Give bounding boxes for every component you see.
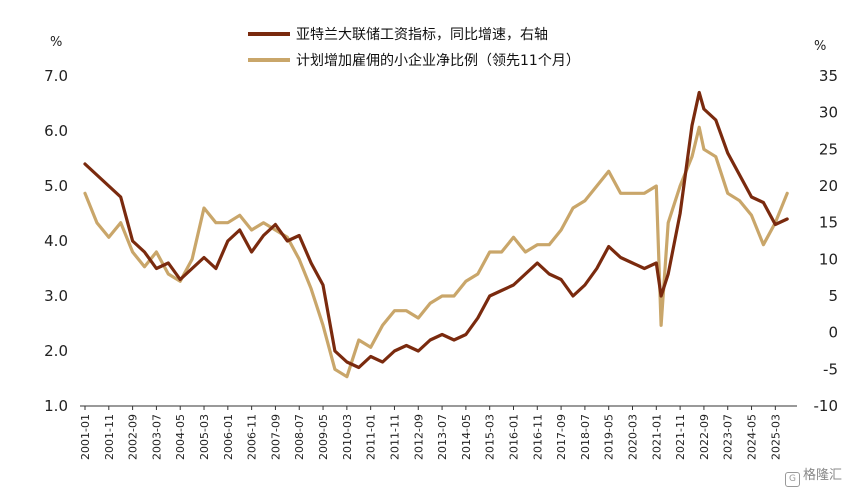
x-tick-label: 2017-09 <box>555 414 568 460</box>
right-tick-label: 10 <box>819 250 838 268</box>
right-tick-label: -10 <box>814 397 839 415</box>
x-tick-label: 2012-09 <box>412 414 425 460</box>
right-tick-label: 25 <box>819 140 838 158</box>
x-tick-label: 2018-07 <box>579 414 592 460</box>
x-tick-label: 2006-01 <box>222 414 235 460</box>
series-layer <box>83 90 789 379</box>
x-tick-label: 2005-03 <box>198 414 211 460</box>
right-tick-label: 35 <box>819 67 838 85</box>
x-tick-label: 2015-03 <box>484 414 497 460</box>
x-tick-label: 2003-07 <box>150 414 163 460</box>
left-tick-label: 5.0 <box>44 177 68 195</box>
x-tick-label: 2011-11 <box>388 414 401 460</box>
x-tick-label: 2010-03 <box>341 414 354 460</box>
watermark: G 格隆汇 <box>785 464 842 487</box>
watermark-logo-icon: G <box>785 472 800 487</box>
x-tick-label: 2007-09 <box>269 414 282 460</box>
x-tick-label: 2024-05 <box>746 414 759 460</box>
left-axis-unit: % <box>50 35 62 50</box>
x-tick-label: 2011-01 <box>365 414 378 460</box>
right-tick-label: 20 <box>819 177 838 195</box>
right-tick-label: -5 <box>823 360 838 378</box>
x-tick-label: 2001-11 <box>103 414 116 460</box>
legend-label-1: 计划增加雇佣的小企业净比例（领先11个月） <box>296 52 580 69</box>
left-tick-label: 7.0 <box>44 67 68 85</box>
x-tick-label: 2021-01 <box>650 414 663 460</box>
x-axis-ticks: 2001-01 2001-11 2002-09 2003-07 2004-05 2005-… <box>79 406 782 460</box>
x-tick-label: 2022-09 <box>698 414 711 460</box>
left-tick-label: 4.0 <box>44 232 68 250</box>
x-tick-label: 2019-05 <box>603 414 616 460</box>
left-tick-label: 6.0 <box>44 122 68 140</box>
left-tick-label: 2.0 <box>44 342 68 360</box>
right-tick-label: 5 <box>828 287 838 305</box>
x-tick-label: 2021-11 <box>674 414 687 460</box>
x-tick-label: 2008-07 <box>293 414 306 460</box>
x-tick-label: 2016-01 <box>507 414 520 460</box>
x-tick-label: 2025-03 <box>769 414 782 460</box>
legend-label-0: 亚特兰大联储工资指标，同比增速，右轴 <box>296 27 548 43</box>
x-tick-label: 2002-09 <box>127 414 140 460</box>
right-tick-label: 30 <box>819 104 838 122</box>
watermark-text: 格隆汇 <box>803 468 843 483</box>
x-tick-label: 2020-03 <box>627 414 640 460</box>
x-tick-label: 2016-11 <box>531 414 544 460</box>
x-tick-label: 2006-11 <box>246 414 259 460</box>
series-line-0 <box>83 90 789 370</box>
right-tick-label: 0 <box>828 324 838 342</box>
x-tick-label: 2014-05 <box>460 414 473 460</box>
left-tick-label: 1.0 <box>44 397 68 415</box>
x-tick-label: 2013-07 <box>436 414 449 460</box>
series-line-1 <box>83 125 789 379</box>
x-tick-label: 2004-05 <box>174 414 187 460</box>
right-axis-unit: % <box>814 39 826 54</box>
right-axis-ticks: -10 -5 0 5 10 15 20 25 30 35 <box>814 67 839 415</box>
x-tick-label: 2009-05 <box>317 414 330 460</box>
left-tick-label: 3.0 <box>44 287 68 305</box>
right-tick-label: 15 <box>819 214 838 232</box>
x-tick-label: 2001-01 <box>79 414 92 460</box>
left-axis-ticks: 1.0 2.0 3.0 4.0 5.0 6.0 7.0 <box>44 67 68 415</box>
x-tick-label: 2023-07 <box>722 414 735 460</box>
